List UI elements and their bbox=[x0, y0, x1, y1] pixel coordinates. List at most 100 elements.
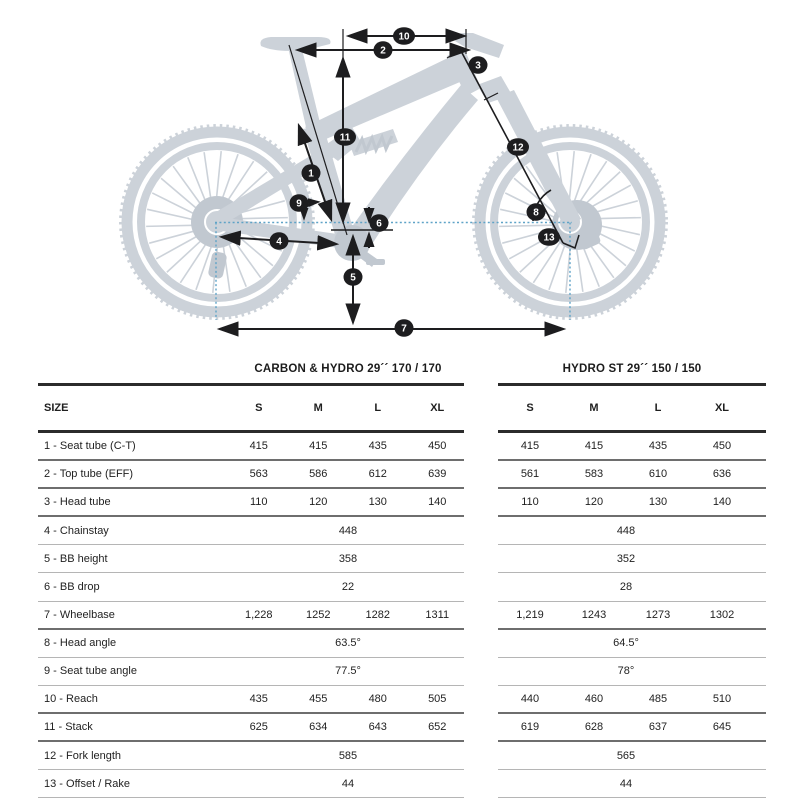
size-rule-left bbox=[38, 430, 464, 433]
size-rule-right bbox=[498, 430, 766, 433]
value-cell-span: 448 bbox=[616, 524, 636, 537]
bike-silhouette bbox=[119, 33, 668, 320]
row-segment-left: 7 - Wheelbase 1,228 1252 1282 1311 bbox=[38, 602, 464, 630]
row-label: 3 - Head tube bbox=[44, 496, 111, 509]
value-cell: 1,228 bbox=[244, 608, 273, 621]
value-cells: 28 bbox=[498, 574, 754, 601]
marker-9: 9 bbox=[289, 194, 309, 212]
value-cells: 448 bbox=[229, 517, 467, 544]
value-cell: 435 bbox=[648, 440, 668, 453]
spoke bbox=[499, 224, 558, 228]
value-cell: 1311 bbox=[425, 608, 450, 621]
row-label: 8 - Head angle bbox=[44, 637, 117, 650]
value-cell: 435 bbox=[368, 440, 387, 453]
row-segment-right: 44 bbox=[498, 770, 766, 799]
row-label: 11 - Stack bbox=[44, 721, 93, 734]
row-label: 7 - Wheelbase bbox=[44, 608, 115, 621]
row-label: 5 - BB height bbox=[44, 552, 108, 565]
value-cell: 1282 bbox=[365, 608, 390, 621]
row-segment-left: 13 - Offset / Rake 44 bbox=[38, 770, 464, 799]
value-cell: 460 bbox=[584, 692, 604, 705]
axle-guide-lines bbox=[215, 221, 572, 320]
size-col-header: S bbox=[255, 402, 263, 414]
marker-1: 1 bbox=[301, 164, 321, 182]
value-cell: 1243 bbox=[581, 608, 607, 621]
table-row: 5 - BB height 358 352 bbox=[0, 545, 800, 574]
header-rule-right bbox=[498, 383, 766, 386]
row-segment-right: 561 583 610 636 bbox=[498, 461, 766, 490]
bike-diagram: 1 2 3 4 5 6 7 8 9 10 11 12 13 bbox=[0, 0, 800, 355]
table-row: 3 - Head tube 110 120 130 140 110 120 130 140 bbox=[0, 489, 800, 518]
marker-2: 2 bbox=[373, 41, 393, 59]
row-segment-right: 440 460 485 510 bbox=[498, 686, 766, 714]
row-label: 4 - Chainstay bbox=[44, 524, 109, 537]
row-segment-right: 448 bbox=[498, 517, 766, 546]
row-label: 10 - Reach bbox=[44, 692, 98, 705]
offset-bracket bbox=[562, 234, 580, 250]
size-col-header: M bbox=[589, 402, 599, 414]
value-cell-span: 28 bbox=[619, 581, 633, 594]
value-cell: 625 bbox=[249, 721, 268, 734]
row-segment-right: 1,219 1243 1273 1302 bbox=[498, 602, 766, 630]
value-cell: 1273 bbox=[645, 608, 671, 621]
size-columns-left: S M L XL bbox=[229, 386, 467, 430]
row-label: 6 - BB drop bbox=[44, 581, 100, 594]
shock-coil bbox=[354, 132, 394, 156]
value-cell: 435 bbox=[249, 692, 268, 705]
geometry-table: CARBON & HYDRO 29´´ 170 / 170 HYDRO ST 2… bbox=[0, 355, 800, 800]
value-cells: 440 460 485 510 bbox=[498, 686, 754, 712]
value-cell: 140 bbox=[428, 496, 447, 509]
header-rule-left bbox=[38, 383, 464, 386]
value-cell: 130 bbox=[368, 496, 387, 509]
table-row: 7 - Wheelbase 1,228 1252 1282 1311 1,219 1243 1… bbox=[0, 602, 800, 630]
row-segment-right: 28 bbox=[498, 574, 766, 602]
marker-13: 13 bbox=[538, 228, 560, 246]
svg-text:10: 10 bbox=[398, 32, 410, 43]
section-title-left: CARBON & HYDRO 29´´ 170 / 170 bbox=[254, 363, 442, 375]
size-col-header: XL bbox=[714, 402, 730, 414]
size-col-header: S bbox=[526, 402, 534, 414]
value-cell: 563 bbox=[249, 468, 268, 481]
row-segment-right: 78° bbox=[498, 658, 766, 686]
row-segment-right: 110 120 130 140 bbox=[498, 489, 766, 518]
value-cell-span: 22 bbox=[341, 581, 355, 594]
value-cell-span: 358 bbox=[338, 552, 358, 565]
row-segment-left: 12 - Fork length 585 bbox=[38, 742, 464, 771]
value-cells: 110 120 130 140 bbox=[229, 489, 467, 515]
svg-text:1: 1 bbox=[308, 169, 314, 180]
marker-5: 5 bbox=[343, 268, 363, 286]
value-cell-span: 78° bbox=[617, 665, 635, 678]
marker-3: 3 bbox=[468, 56, 488, 74]
size-label: SIZE bbox=[44, 402, 69, 414]
value-cell: 628 bbox=[584, 721, 604, 734]
svg-text:7: 7 bbox=[401, 324, 407, 335]
spoke bbox=[513, 177, 560, 217]
svg-text:9: 9 bbox=[296, 199, 302, 210]
size-col-header: M bbox=[313, 402, 323, 414]
value-cell-span: 64.5° bbox=[613, 637, 639, 650]
row-label: 2 - Top tube (EFF) bbox=[44, 468, 134, 481]
value-cell: 652 bbox=[428, 721, 447, 734]
row-segment-left: 1 - Seat tube (C-T) 415 415 435 450 bbox=[38, 433, 464, 462]
fork-lowers bbox=[496, 90, 581, 228]
marker-12: 12 bbox=[507, 138, 529, 156]
value-cell: 415 bbox=[249, 440, 268, 453]
table-row: 10 - Reach 435 455 480 505 440 460 485 510 bbox=[0, 686, 800, 714]
row-segment-left: 10 - Reach 435 455 480 505 bbox=[38, 686, 464, 714]
value-cell-span: 565 bbox=[616, 749, 636, 762]
value-cells: 78° bbox=[498, 658, 754, 685]
value-cell: 450 bbox=[428, 440, 447, 453]
value-cell: 440 bbox=[520, 692, 540, 705]
row-segment-left: 3 - Head tube 110 120 130 140 bbox=[38, 489, 467, 518]
value-cell: 415 bbox=[520, 440, 540, 453]
value-cells: 352 bbox=[498, 545, 754, 572]
value-cell: 612 bbox=[368, 468, 387, 481]
table-row: 11 - Stack 625 634 643 652 619 628 637 645 bbox=[0, 714, 800, 743]
svg-text:4: 4 bbox=[276, 237, 282, 248]
svg-text:13: 13 bbox=[543, 233, 555, 244]
value-cell: 634 bbox=[309, 721, 328, 734]
marker-7: 7 bbox=[394, 319, 414, 337]
value-cell: 110 bbox=[249, 496, 268, 509]
table-row: 4 - Chainstay 448 448 bbox=[0, 517, 800, 546]
